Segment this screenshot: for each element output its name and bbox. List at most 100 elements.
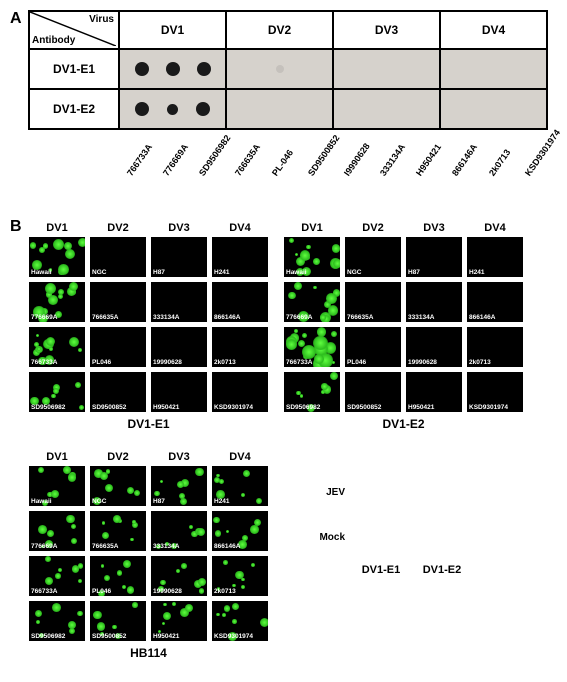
dv-column-header: DV4 [466, 222, 524, 234]
dv-column-header: DV2 [89, 451, 147, 463]
ifa-cell-label: 2k0713 [469, 359, 491, 366]
ifa-cell-label: H87 [153, 498, 165, 505]
ifa-cell: H950421 [150, 371, 208, 413]
strain-label: 766733A [125, 142, 154, 178]
ifa-cell: 866146A [211, 510, 269, 552]
ifa-cell-label: 776669A [31, 314, 57, 321]
dv-column-header: DV3 [150, 451, 208, 463]
dv-column-header: DV1 [28, 222, 86, 234]
dv-column-header: DV4 [211, 222, 269, 234]
blot-cell [333, 89, 440, 129]
dv-column-header: DV4 [211, 451, 269, 463]
ifa-cell: 2k0713 [466, 326, 524, 368]
ifa-cell-label: 766733A [286, 359, 312, 366]
ifa-cell-label: 866146A [214, 314, 240, 321]
ifa-cell-label: NGC [92, 269, 106, 276]
dv4-header: DV4 [440, 11, 547, 49]
ifa-cell: Hawaii [28, 465, 86, 507]
ifa-cell-label: 766635A [92, 543, 118, 550]
ifa-cell-label: NGC [92, 498, 106, 505]
ifa-cell [413, 536, 471, 538]
blot-cell [333, 49, 440, 89]
ifa-cell: SD9506982 [28, 371, 86, 413]
ifa-cell: H241 [466, 236, 524, 278]
dv-column-header: DV3 [405, 222, 463, 234]
ifa-cell: NGC [89, 236, 147, 278]
ifa-cell: H87 [405, 236, 463, 278]
corner-header: Virus Antibody [29, 11, 119, 49]
strain-label: SD9506982 [197, 133, 232, 178]
block-title: DV1-E1 [28, 417, 269, 431]
ifa-cell: NGC [344, 236, 402, 278]
ifa-cell: KSD9301974 [466, 371, 524, 413]
ifa-cell: H950421 [150, 600, 208, 642]
ifa-cell [413, 491, 471, 493]
ifa-cell-label: 866146A [214, 543, 240, 550]
table-row: DV1-E2 [29, 89, 547, 129]
ifa-cell-label: Hawaii [31, 269, 52, 276]
blot-cell [226, 49, 333, 89]
ifa-cell: SD9506982 [283, 371, 341, 413]
ifa-cell-label: KSD9301974 [214, 404, 253, 411]
jev-col-label: DV1-E1 [352, 564, 410, 576]
ifa-cell: H87 [150, 465, 208, 507]
dv-column-header: DV1 [283, 222, 341, 234]
ifa-cell: 776669A [283, 281, 341, 323]
virus-label: Virus [89, 14, 114, 25]
dv-column-header: DV1 [28, 451, 86, 463]
ifa-cell-label: H241 [214, 498, 230, 505]
dv2-header: DV2 [226, 11, 333, 49]
ifa-cell: 2k0713 [211, 555, 269, 597]
ifa-block: DV1DV2DV3DV4 Hawaii NGC H87 H241 776669A 76663… [28, 451, 269, 660]
ifa-cell-label: 766733A [31, 588, 57, 595]
jev-row-label: Mock [313, 532, 349, 543]
ifa-cell: H241 [211, 465, 269, 507]
blot-cell [440, 49, 547, 89]
ifa-cell: SD9506982 [28, 600, 86, 642]
strain-label: H950421 [414, 142, 443, 178]
ifa-cell-label: Hawaii [286, 269, 307, 276]
ifa-cell-label: NGC [347, 269, 361, 276]
ifa-cell-label: 333134A [153, 314, 179, 321]
ifa-cell: 766635A [89, 510, 147, 552]
ifa-cell: PL046 [344, 326, 402, 368]
dv-column-header: DV3 [150, 222, 208, 234]
ifa-cell-label: 766635A [347, 314, 373, 321]
ifa-cell-label: 2k0713 [214, 359, 236, 366]
ifa-cell: 766733A [28, 555, 86, 597]
ifa-cell: SD9500852 [344, 371, 402, 413]
ifa-cell-label: 333134A [153, 543, 179, 550]
dot-blot-table: Virus Antibody DV1 DV2 DV3 DV4 DV1-E1 DV… [28, 10, 548, 130]
ifa-cell-label: 19990628 [153, 588, 182, 595]
strain-label: PL-046 [270, 148, 295, 178]
ifa-cell-label: H950421 [153, 404, 179, 411]
ifa-cell: NGC [89, 465, 147, 507]
ifa-cell: 866146A [211, 281, 269, 323]
dv-column-header: DV2 [344, 222, 402, 234]
blot-cell [226, 89, 333, 129]
ifa-cell-label: H950421 [153, 633, 179, 640]
ifa-cell-label: 766733A [31, 359, 57, 366]
ifa-block: DV1DV2DV3DV4 Hawaii NGC H87H241 776669A 76663… [283, 222, 524, 431]
ifa-cell-label: Hawaii [31, 498, 52, 505]
ifa-cell-label: 776669A [31, 543, 57, 550]
blot-cell [119, 89, 226, 129]
block-title: HB114 [28, 646, 269, 660]
ifa-cell: PL046 [89, 326, 147, 368]
ifa-cell: 333134A [150, 281, 208, 323]
ifa-cell: H87 [150, 236, 208, 278]
ifa-cell-label: 333134A [408, 314, 434, 321]
ifa-cell-label: PL046 [92, 588, 111, 595]
ifa-cell-label: 19990628 [408, 359, 437, 366]
dv1-header: DV1 [119, 11, 226, 49]
ifa-cell-label: 766635A [92, 314, 118, 321]
ifa-cell-label: SD9506982 [31, 633, 65, 640]
blot-cell [440, 89, 547, 129]
strain-label: 766635A [233, 142, 262, 178]
strain-label: I9990628 [342, 141, 372, 177]
ifa-cell-label: 2k0713 [214, 588, 236, 595]
ifa-cell: SD9500852 [89, 600, 147, 642]
ifa-cell-label: PL046 [92, 359, 111, 366]
ifa-cell: SD9500852 [89, 371, 147, 413]
strain-label: 866146A [450, 142, 479, 178]
